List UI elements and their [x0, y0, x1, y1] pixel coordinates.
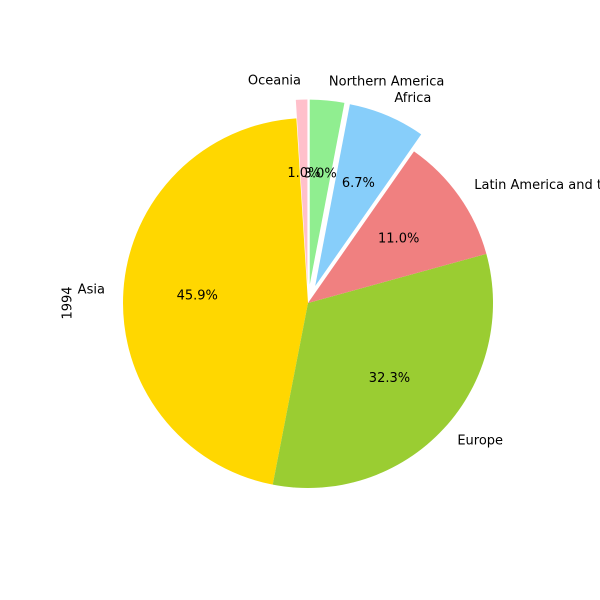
slices-layer — [123, 99, 494, 488]
labels-layer: Oceania 1.0% Asia 45.9% Europe 32.3% Latin Ame… — [78, 74, 600, 449]
pie-slice-africa — [315, 104, 422, 286]
pie-slice-northern-america — [309, 99, 345, 285]
slice-percent-asia: 45.9% — [177, 288, 218, 303]
slice-percent-europe: 32.3% — [369, 371, 410, 386]
pie-slice-oceania — [295, 99, 308, 285]
slice-percent-latin-america-and-the-caribbean: 11.0% — [378, 231, 419, 246]
pie-slice-europe — [272, 253, 494, 488]
slice-label-latin-america-and-the-caribbean: Latin America and the Caribbean — [474, 178, 600, 193]
slice-label-africa: Africa — [394, 91, 431, 106]
slice-label-europe: Europe — [457, 434, 503, 449]
pie-slice-latin-america-and-the-caribbean — [308, 151, 487, 303]
slice-label-oceania: Oceania — [248, 74, 301, 89]
slice-percent-northern-america: 3.0% — [304, 167, 337, 182]
y-axis-label: 1994 — [61, 286, 76, 319]
pie-slice-asia — [123, 118, 308, 485]
slice-percent-oceania: 1.0% — [287, 166, 320, 181]
slice-label-northern-america: Northern America — [329, 74, 444, 89]
slice-label-asia: Asia — [78, 282, 105, 297]
slice-percent-africa: 6.7% — [342, 176, 375, 191]
